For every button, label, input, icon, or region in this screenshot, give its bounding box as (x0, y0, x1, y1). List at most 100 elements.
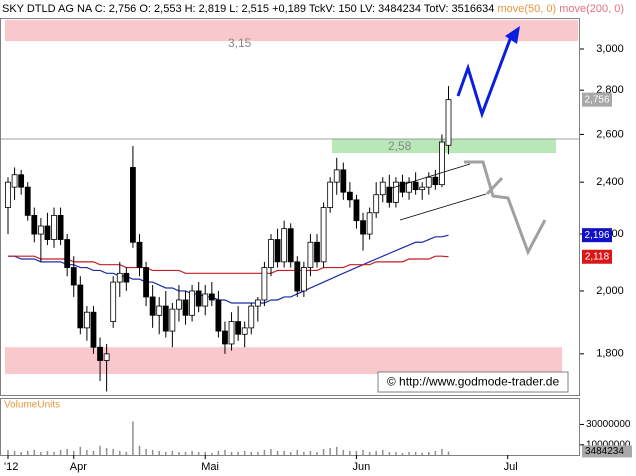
candle-body (307, 241, 314, 268)
x-tick-label: Mai (201, 461, 219, 473)
candle-body (136, 241, 143, 268)
y-tick-label: 1,800 (596, 348, 624, 360)
candle-body (412, 181, 419, 191)
candle-body (24, 186, 31, 216)
candle-body (143, 267, 149, 298)
x-tick-label: '12 (4, 461, 18, 473)
candle-body (287, 228, 294, 263)
candle-body (97, 346, 103, 361)
projection-alt (485, 176, 504, 196)
candle-body (300, 267, 307, 292)
candle-body (281, 228, 288, 263)
candle-body (215, 299, 222, 332)
zone-label: 3,15 (228, 36, 252, 50)
candle-body (386, 186, 393, 203)
candle-body (103, 353, 110, 361)
candle-body (241, 327, 248, 335)
channel-line (391, 163, 471, 189)
candle-body (445, 99, 452, 146)
candle-body (110, 281, 117, 322)
candle-body (11, 174, 18, 188)
plot-area (5, 86, 452, 392)
candle-body (116, 272, 123, 283)
channel-line (399, 193, 487, 221)
candle-body (5, 181, 11, 208)
volume-tag (582, 445, 632, 458)
candle-body (123, 272, 130, 283)
arrow-head (505, 26, 520, 44)
legend-entry: move(50, 0) (497, 3, 556, 15)
x-tick-label: Jul (504, 461, 518, 473)
price-tag (582, 92, 612, 107)
candle-body (90, 311, 97, 348)
y-tick-label: 2,400 (596, 176, 624, 188)
candle-body (439, 141, 445, 186)
candle-body (314, 241, 320, 263)
candle-body (189, 290, 195, 316)
candle-body (340, 169, 347, 193)
price-tag-label: 2,196 (584, 230, 609, 241)
candle-body (70, 267, 77, 286)
header: SKY DTLD AG NA C: 2,756 O: 2,553 H: 2,81… (2, 3, 624, 15)
candle-body (208, 293, 215, 301)
volume-title: VolumeUnits (4, 400, 60, 411)
candle-body (51, 214, 57, 240)
candle-body (130, 167, 136, 243)
candle-body (202, 293, 209, 307)
candle-body (57, 214, 64, 240)
candle-body (77, 284, 84, 329)
projection-alt (464, 160, 547, 256)
candle-body (176, 299, 182, 310)
legend-entry: move(200, 0) (559, 3, 624, 15)
candle-body (169, 308, 176, 332)
zone (5, 347, 562, 375)
candle-body (320, 207, 327, 263)
candle-body (44, 225, 51, 240)
candle-body (261, 267, 268, 301)
candle-body (346, 191, 353, 201)
candle-body (31, 214, 38, 235)
candle-body (274, 239, 281, 263)
candle-body (294, 261, 301, 292)
candle-body (406, 181, 412, 193)
candle-body (366, 212, 373, 235)
candle-body (333, 169, 340, 183)
projection-arrow (456, 33, 514, 119)
candle-body (64, 239, 71, 268)
candle-body (353, 199, 360, 222)
x-tick-label: Apr (70, 461, 87, 473)
candle-body (425, 176, 432, 188)
candle-body (228, 321, 235, 345)
candle-body (37, 225, 44, 235)
candle-body (182, 299, 189, 316)
x-tick-label: Jun (352, 461, 370, 473)
volume-tag-label: 3484234 (585, 446, 624, 457)
candle-body (83, 311, 90, 329)
candle-body (393, 181, 399, 203)
moving-average (8, 234, 449, 304)
watermark: © http://www.godmode-trader.de (387, 375, 560, 389)
candle-body (195, 290, 202, 307)
candle-body (419, 186, 426, 191)
candle-body (149, 296, 156, 316)
candle-body (327, 181, 334, 208)
moving-average (8, 255, 449, 274)
candle-body (399, 181, 406, 193)
candle-body (18, 174, 25, 188)
watermark-box (377, 371, 569, 393)
price-tag (582, 228, 612, 243)
candle-body (360, 220, 366, 235)
candle-body (235, 321, 242, 335)
y-tick-label: 2,600 (596, 128, 624, 140)
candle-body (268, 239, 274, 268)
candle-body (379, 181, 386, 196)
candle-body (156, 305, 163, 316)
candle-body (248, 305, 255, 329)
volume-tick-label: 30000000 (586, 419, 631, 430)
price-tag-label: 2,118 (585, 251, 610, 262)
zones (1, 19, 580, 375)
volume-tick-label: 10000000 (586, 439, 631, 450)
candle-body (254, 299, 261, 307)
